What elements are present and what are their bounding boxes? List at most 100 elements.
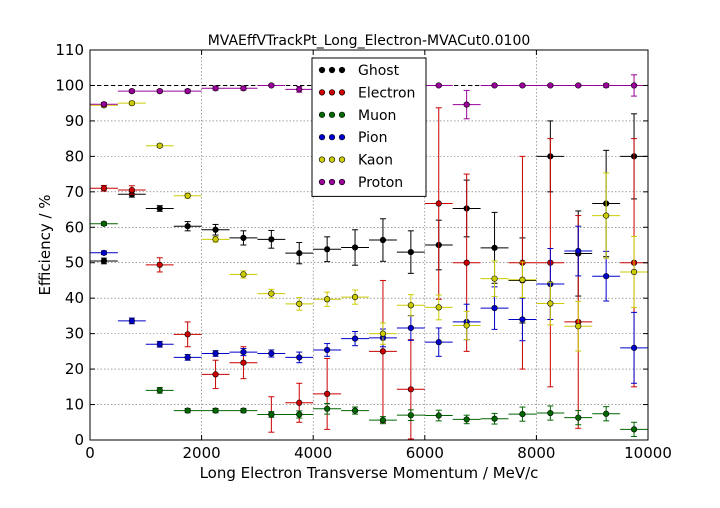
- point-marker: [268, 290, 275, 297]
- point-marker: [379, 330, 387, 337]
- data-point: [201, 359, 230, 390]
- legend-label: Kaon: [358, 153, 393, 169]
- data-point: [285, 86, 314, 93]
- data-point: [201, 350, 230, 357]
- data-point: [285, 382, 314, 423]
- data-point: [480, 286, 509, 330]
- point-marker: [156, 142, 163, 149]
- data-point: [173, 321, 202, 348]
- legend-marker: [328, 178, 336, 186]
- point-marker: [128, 317, 135, 324]
- legend-marker: [338, 111, 346, 118]
- point-marker: [240, 407, 247, 414]
- point-marker: [630, 426, 638, 433]
- data-point: [564, 300, 593, 352]
- point-marker: [324, 296, 331, 303]
- data-point: [480, 82, 509, 89]
- point-marker: [463, 322, 470, 329]
- legend-entry-kaon: Kaon: [318, 153, 393, 169]
- data-point: [620, 235, 648, 308]
- data-point: [480, 260, 509, 297]
- point-marker: [407, 386, 414, 393]
- data-point: [229, 230, 258, 246]
- y-tick-label: 60: [65, 218, 84, 236]
- legend-entry-electron: Electron: [318, 85, 415, 101]
- data-point: [285, 410, 314, 419]
- point-marker: [184, 88, 191, 95]
- point-marker: [324, 346, 331, 354]
- data-point: [620, 311, 648, 384]
- data-point: [396, 339, 425, 440]
- legend-box: [311, 57, 427, 197]
- point-marker: [296, 86, 303, 93]
- legend-marker: [328, 111, 336, 118]
- series-kaon: [90, 100, 648, 352]
- legend-marker: [318, 66, 326, 74]
- x-tick-label: 8000: [517, 444, 555, 462]
- point-marker: [435, 339, 442, 346]
- y-tick-label: 110: [55, 41, 84, 59]
- data-point: [508, 297, 537, 342]
- legend-marker: [318, 156, 326, 163]
- point-marker: [296, 250, 303, 257]
- point-marker: [268, 350, 275, 357]
- data-point: [508, 82, 537, 89]
- point-marker: [463, 416, 470, 423]
- point-marker: [212, 350, 219, 357]
- x-tick-label: 2000: [183, 444, 221, 462]
- data-point: [452, 89, 481, 120]
- point-marker: [212, 371, 219, 378]
- data-point: [145, 387, 174, 394]
- data-point: [508, 261, 537, 298]
- point-marker: [575, 82, 582, 89]
- data-point: [313, 236, 342, 263]
- point-marker: [296, 411, 303, 418]
- data-point: [564, 82, 593, 89]
- data-point: [145, 257, 174, 273]
- legend-marker: [338, 134, 346, 141]
- point-marker: [603, 273, 610, 280]
- point-marker: [100, 185, 108, 192]
- point-marker: [100, 101, 108, 108]
- data-point: [592, 172, 621, 259]
- legend-marker: [338, 178, 346, 186]
- data-point: [229, 85, 258, 92]
- point-marker: [184, 354, 191, 361]
- y-tick-label: 100: [55, 76, 84, 94]
- data-point: [452, 414, 481, 425]
- point-marker: [212, 407, 219, 414]
- point-marker: [435, 200, 442, 207]
- point-marker: [519, 316, 526, 323]
- data-point: [257, 82, 286, 89]
- legend-marker: [328, 66, 336, 74]
- data-point: [424, 409, 453, 422]
- point-marker: [156, 387, 163, 394]
- point-marker: [240, 85, 247, 92]
- point-marker: [603, 82, 610, 89]
- data-point: [173, 354, 202, 361]
- series-muon: [90, 220, 648, 437]
- point-marker: [407, 302, 414, 309]
- data-point: [257, 288, 286, 299]
- point-marker: [100, 220, 108, 227]
- data-point: [201, 407, 230, 414]
- data-point: [229, 407, 258, 414]
- point-marker: [268, 236, 275, 243]
- data-layer: [90, 74, 648, 440]
- data-point: [396, 409, 425, 421]
- point-marker: [184, 192, 191, 199]
- legend-marker: [338, 89, 346, 96]
- data-point: [592, 406, 621, 422]
- point-marker: [184, 331, 191, 338]
- data-point: [480, 412, 509, 425]
- legend-marker: [328, 134, 336, 141]
- point-marker: [491, 415, 498, 422]
- data-point: [173, 407, 202, 414]
- data-point: [592, 250, 621, 302]
- data-point: [201, 235, 230, 243]
- point-marker: [379, 236, 387, 244]
- y-tick-label: 10: [65, 396, 84, 414]
- legend-marker: [318, 178, 326, 186]
- data-point: [90, 249, 118, 256]
